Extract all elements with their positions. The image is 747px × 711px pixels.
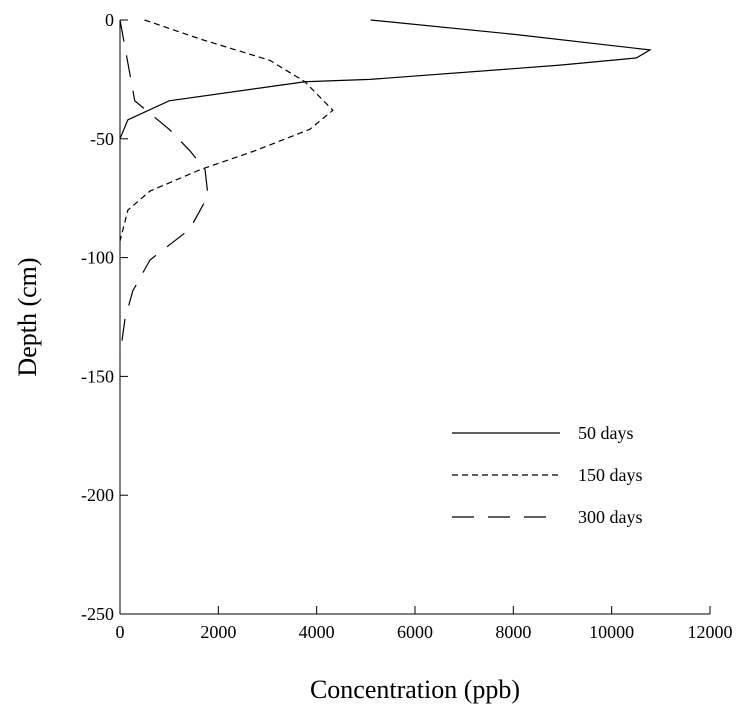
series-line: [119, 19, 209, 356]
y-tick-label: -200: [81, 485, 114, 505]
x-tick-label: 2000: [200, 622, 236, 642]
x-tick-label: 4000: [299, 622, 335, 642]
y-tick-label: -150: [81, 366, 114, 386]
x-axis-title: Concentration (ppb): [310, 675, 520, 704]
x-tick-label: 8000: [495, 622, 531, 642]
x-tick-label: 0: [116, 622, 125, 642]
x-tick-label: 12000: [688, 622, 733, 642]
y-tick-label: -50: [90, 129, 114, 149]
series-line: [119, 19, 334, 242]
legend-label: 150 days: [578, 465, 643, 485]
legend-label: 300 days: [578, 507, 643, 527]
y-tick-label: 0: [105, 10, 114, 30]
x-tick-label: 6000: [397, 622, 433, 642]
x-tick-label: 10000: [589, 622, 634, 642]
series-line: [119, 19, 652, 140]
y-tick-label: -250: [81, 604, 114, 624]
legend-label: 50 days: [578, 423, 634, 443]
y-axis-title: Depth (cm): [13, 257, 42, 376]
y-tick-label: -100: [81, 248, 114, 268]
